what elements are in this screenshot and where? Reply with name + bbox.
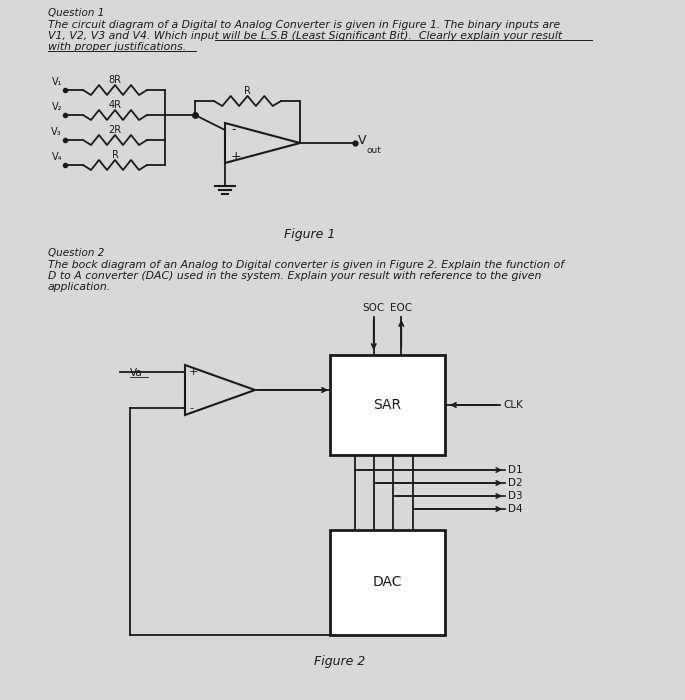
- Text: +: +: [231, 150, 242, 162]
- Text: 2R: 2R: [108, 125, 121, 135]
- Text: EOC: EOC: [390, 303, 412, 313]
- Text: V₃: V₃: [51, 127, 62, 137]
- Text: D4: D4: [508, 504, 523, 514]
- Text: 4R: 4R: [108, 100, 121, 110]
- Text: with proper justifications.: with proper justifications.: [48, 42, 186, 52]
- Text: CLK: CLK: [503, 400, 523, 410]
- Text: Question 2: Question 2: [48, 248, 104, 258]
- Text: V₁: V₁: [51, 77, 62, 87]
- Text: V₄: V₄: [51, 152, 62, 162]
- Text: V1, V2, V3 and V4. Which input will be L.S.B (Least Significant Bit).  Clearly e: V1, V2, V3 and V4. Which input will be L…: [48, 31, 562, 41]
- Text: The bock diagram of an Analog to Digital converter is given in Figure 2. Explain: The bock diagram of an Analog to Digital…: [48, 260, 564, 270]
- Text: D to A converter (DAC) used in the system. Explain your result with reference to: D to A converter (DAC) used in the syste…: [48, 271, 541, 281]
- Text: Figure 1: Figure 1: [284, 228, 336, 241]
- Text: 8R: 8R: [108, 75, 121, 85]
- Bar: [330, 355, 445, 455]
- Text: D3: D3: [508, 491, 523, 501]
- Text: V₂: V₂: [51, 102, 62, 112]
- Text: -: -: [231, 123, 236, 136]
- Text: D1: D1: [508, 465, 523, 475]
- Text: SAR: SAR: [373, 398, 401, 412]
- Text: Question 1: Question 1: [48, 8, 104, 18]
- Text: application.: application.: [48, 282, 111, 292]
- Text: D2: D2: [508, 478, 523, 488]
- Text: R: R: [112, 150, 119, 160]
- Text: R: R: [244, 86, 251, 96]
- Bar: [330, 530, 445, 635]
- Text: DAC: DAC: [373, 575, 402, 589]
- Text: The circuit diagram of a Digital to Analog Converter is given in Figure 1. The b: The circuit diagram of a Digital to Anal…: [48, 20, 560, 30]
- Text: SOC: SOC: [362, 303, 385, 313]
- Text: V: V: [358, 134, 366, 148]
- Text: -: -: [189, 403, 193, 413]
- Text: Figure 2: Figure 2: [314, 655, 366, 668]
- Text: Va: Va: [130, 368, 142, 378]
- Text: out: out: [367, 146, 382, 155]
- Text: +: +: [189, 367, 199, 377]
